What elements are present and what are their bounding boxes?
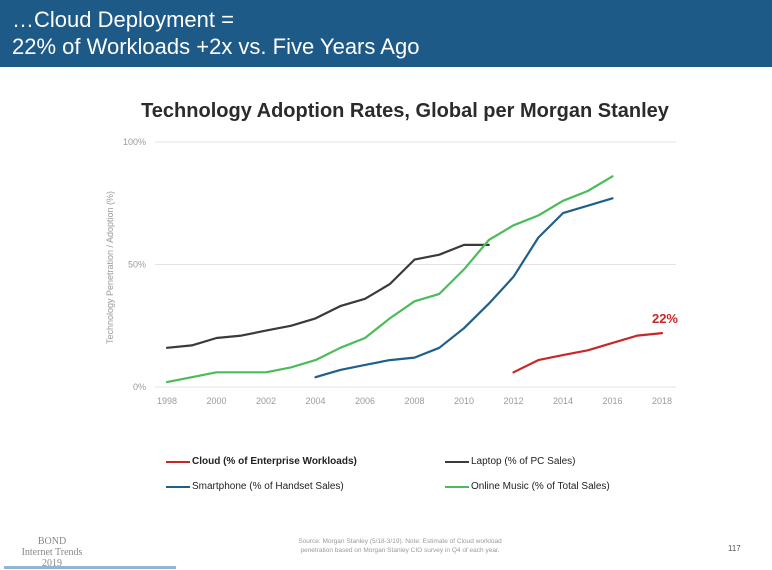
x-tick-label: 2010	[454, 396, 474, 406]
x-tick-label: 2006	[355, 396, 375, 406]
legend-swatch-laptop	[445, 460, 469, 463]
x-tick-label: 2000	[206, 396, 226, 406]
source-line-2: penetration based on Morgan Stanley CIO …	[300, 547, 500, 554]
header-line-1: …Cloud Deployment =	[12, 7, 234, 32]
page-number: 117	[728, 544, 741, 553]
y-tick-label: 0%	[133, 382, 146, 392]
logo-underline	[4, 566, 176, 569]
x-tick-label: 2018	[652, 396, 672, 406]
legend-label-cloud: Cloud (% of Enterprise Workloads)	[192, 456, 357, 467]
cloud-value-annotation: 22%	[652, 311, 678, 326]
legend-swatch-smartphone	[166, 485, 190, 488]
x-tick-label: 2014	[553, 396, 573, 406]
legend-label-online-music: Online Music (% of Total Sales)	[471, 481, 610, 492]
x-tick-label: 2008	[404, 396, 424, 406]
series-line-2	[314, 197, 614, 379]
legend-item-smartphone: Smartphone (% of Handset Sales)	[166, 481, 344, 492]
y-tick-label: 100%	[123, 137, 146, 147]
slide-header: …Cloud Deployment = 22% of Workloads +2x…	[0, 0, 772, 67]
y-tick-label: 50%	[128, 260, 146, 270]
legend-label-smartphone: Smartphone (% of Handset Sales)	[192, 481, 344, 492]
legend-swatch-cloud	[166, 460, 190, 463]
y-axis-label: Technology Penetration / Adoption (%)	[105, 191, 115, 344]
source-note: Source: Morgan Stanley (5/18-3/19). Note…	[270, 537, 530, 555]
x-tick-label: 2012	[503, 396, 523, 406]
chart-title: Technology Adoption Rates, Global per Mo…	[141, 100, 669, 122]
x-tick-label: 1998	[157, 396, 177, 406]
logo-line-2: Internet Trends	[21, 547, 83, 558]
legend-swatch-online-music	[445, 485, 469, 488]
header-line-2: 22% of Workloads +2x vs. Five Years Ago	[12, 34, 420, 59]
source-line-1: Source: Morgan Stanley (5/18-3/19). Note…	[298, 538, 502, 545]
x-tick-label: 2002	[256, 396, 276, 406]
x-tick-label: 2004	[305, 396, 325, 406]
legend-item-laptop: Laptop (% of PC Sales)	[445, 456, 576, 467]
legend-label-laptop: Laptop (% of PC Sales)	[471, 456, 576, 467]
legend-item-cloud: Cloud (% of Enterprise Workloads)	[166, 456, 357, 467]
logo-line-3: 2019	[42, 558, 62, 569]
x-tick-label: 2016	[602, 396, 622, 406]
logo-line-1: BOND	[37, 536, 67, 547]
bond-logo: BOND Internet Trends 2019	[4, 536, 176, 569]
series-line-3	[165, 175, 614, 384]
series-line-1	[165, 243, 490, 349]
legend-item-online-music: Online Music (% of Total Sales)	[445, 481, 610, 492]
series-line-0	[512, 332, 664, 374]
